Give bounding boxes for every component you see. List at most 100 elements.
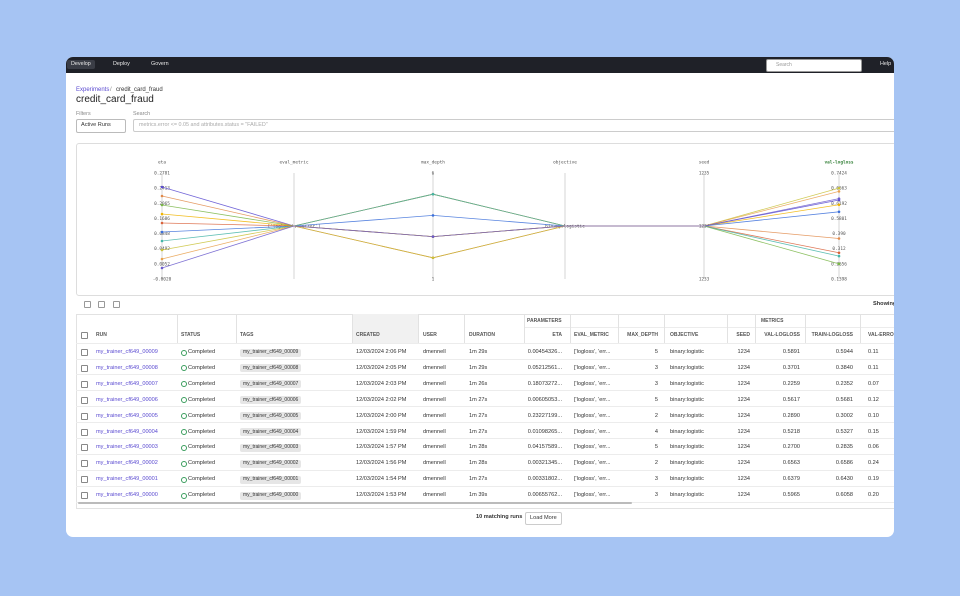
toolbar-icon[interactable]: [98, 301, 105, 308]
run-point: [837, 237, 841, 240]
breadcrumb-parent[interactable]: Experiments: [76, 87, 110, 93]
run-point: [160, 185, 164, 189]
col-header[interactable]: ETA: [552, 332, 562, 338]
nav-item[interactable]: Deploy: [113, 61, 130, 67]
col-header[interactable]: TAGS: [240, 332, 254, 338]
axis-tick-label: 0.2781: [154, 171, 170, 177]
run-point: [160, 221, 164, 225]
run-link[interactable]: my_trainer_cf649_00006: [96, 396, 158, 403]
run-link[interactable]: my_trainer_cf649_00004: [96, 428, 158, 435]
row-check[interactable]: [81, 412, 88, 420]
cell: ['logloss', 'err...: [574, 412, 611, 419]
axis-tick-label: 1233: [699, 277, 710, 283]
run-link[interactable]: my_trainer_cf649_00000: [96, 492, 158, 499]
nav-item[interactable]: Govern: [151, 61, 169, 67]
axis-tick-label: binary:logistic: [545, 224, 585, 230]
cell: ['logloss', 'err...: [574, 460, 611, 467]
col-sep: [464, 314, 465, 343]
row-rule: [76, 469, 894, 471]
cell: 1m 27s: [469, 428, 488, 435]
run-point: [160, 248, 164, 252]
row-check[interactable]: [81, 396, 88, 404]
cell: 0.11: [868, 349, 879, 355]
col-header[interactable]: DURATION: [469, 332, 496, 338]
row-check[interactable]: [81, 380, 88, 388]
h-scrollbar: [78, 502, 632, 504]
showing-label: Showing: [873, 301, 894, 307]
run-point: [160, 212, 164, 216]
row-check[interactable]: [81, 492, 88, 500]
cell: 3: [654, 492, 658, 499]
cell: 2: [654, 412, 658, 419]
cell: 0.05212561...: [527, 364, 562, 371]
check-all[interactable]: [81, 332, 88, 339]
row-check[interactable]: [81, 364, 88, 372]
col-header[interactable]: TRAIN-LOGLOSS: [811, 332, 853, 338]
axis-tick-label: 0.2413: [154, 186, 170, 192]
cell: 0.3002: [835, 412, 853, 419]
run-link[interactable]: my_trainer_cf649_00001: [96, 476, 158, 483]
nav-item[interactable]: Develop: [67, 60, 95, 70]
col-header[interactable]: MAX_DEPTH: [627, 332, 658, 338]
row-check[interactable]: [81, 444, 88, 452]
col-sep: [418, 314, 419, 343]
tag-pill: my_trainer_cf649_00005: [240, 412, 302, 421]
cell: 1234: [737, 460, 750, 467]
toolbar-icon[interactable]: [84, 301, 91, 308]
row-check[interactable]: [81, 460, 88, 468]
run-link[interactable]: my_trainer_cf649_00002: [96, 460, 158, 467]
col-header[interactable]: SEED: [736, 332, 750, 338]
cell: Completed: [188, 364, 216, 371]
cell: 12/03/2024 1:57 PM: [356, 444, 407, 451]
cell: 1m 27s: [469, 396, 488, 403]
col-header[interactable]: VAL-LOGLOSS: [764, 332, 800, 338]
nav-help[interactable]: Help: [880, 61, 892, 67]
cell: 0.10: [868, 412, 879, 419]
axis-tick-label: 0.7424: [831, 171, 847, 177]
col-header[interactable]: EVAL_METRIC: [574, 332, 609, 338]
cell: ['logloss', 'err...: [574, 476, 611, 483]
cell: Completed: [188, 444, 216, 451]
toolbar-icon[interactable]: [113, 301, 120, 308]
run-line: [161, 198, 840, 269]
cell: dmennell: [423, 412, 446, 419]
cell: 1m 26s: [469, 380, 488, 387]
cell: 0.6058: [835, 492, 853, 499]
row-check[interactable]: [81, 349, 88, 356]
cell: 12/03/2024 1:54 PM: [356, 476, 407, 483]
cell: 0.00454326...: [527, 349, 562, 355]
group-header: PARAMETERS: [527, 318, 562, 324]
run-link[interactable]: my_trainer_cf649_00007: [96, 380, 158, 387]
cell: 0.3701: [782, 364, 800, 371]
search-box[interactable]: [766, 59, 862, 72]
cell: 0.12: [868, 396, 879, 403]
col-sep: [727, 314, 728, 343]
axis-tick-label: 6: [432, 171, 435, 177]
row-check[interactable]: [81, 428, 88, 436]
col-header[interactable]: CREATED: [356, 332, 380, 338]
sorted-col-bg: [352, 314, 418, 343]
search-input[interactable]: metrics.error <= 0.05 and attributes.sta…: [133, 119, 894, 133]
col-header[interactable]: USER: [423, 332, 437, 338]
cell: binary:logistic: [670, 444, 704, 451]
header-rule: [76, 343, 894, 344]
cell: 0.07: [868, 380, 879, 387]
load-more[interactable]: Load More: [525, 512, 562, 525]
cell: 5: [654, 444, 658, 451]
cell: dmennell: [423, 396, 446, 403]
tag-pill: my_trainer_cf649_00009: [240, 348, 302, 357]
row-rule: [76, 358, 894, 360]
top-nav: [66, 57, 894, 73]
cell: 1m 29s: [469, 349, 488, 355]
col-header[interactable]: OBJECTIVE: [670, 332, 699, 338]
filters-dropdown[interactable]: Active Runs: [76, 119, 126, 133]
col-header[interactable]: STATUS: [181, 332, 201, 338]
run-link[interactable]: my_trainer_cf649_00005: [96, 412, 158, 419]
col-header[interactable]: RUN: [96, 332, 107, 338]
row-check[interactable]: [81, 476, 88, 484]
run-link[interactable]: my_trainer_cf649_00008: [96, 364, 158, 371]
run-link[interactable]: my_trainer_cf649_00009: [96, 349, 158, 355]
cell: Completed: [188, 428, 216, 435]
col-header[interactable]: VAL-ERROR: [868, 332, 894, 338]
run-link[interactable]: my_trainer_cf649_00003: [96, 444, 158, 451]
